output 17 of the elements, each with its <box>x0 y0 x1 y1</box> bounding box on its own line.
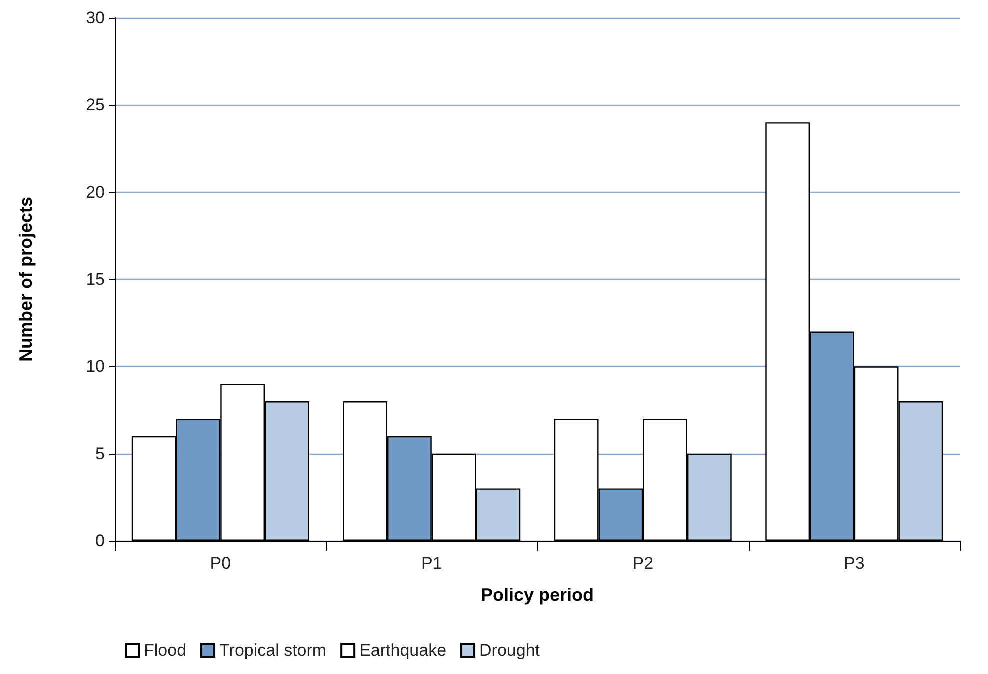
x-tick-label: P2 <box>632 554 654 573</box>
x-tick-label: P3 <box>844 554 865 573</box>
y-tick-label: 10 <box>86 357 105 376</box>
y-tick-label: 15 <box>86 270 105 289</box>
y-tick-label: 25 <box>86 96 105 115</box>
y-axis-title: Number of projects <box>16 196 36 362</box>
legend-label: Flood <box>144 641 187 660</box>
y-tick-label: 0 <box>96 532 105 550</box>
y-tick-label: 20 <box>86 182 105 202</box>
legend-label: Drought <box>480 641 540 660</box>
y-tick-label: 30 <box>86 8 105 28</box>
x-axis-title: Policy period <box>480 585 594 605</box>
legend-label: Tropical storm <box>220 641 327 660</box>
legend-label: Earthquake <box>360 641 447 660</box>
y-tick-label: 5 <box>96 444 105 464</box>
x-tick-label: P0 <box>210 554 232 573</box>
x-tick-label: P1 <box>421 554 442 573</box>
